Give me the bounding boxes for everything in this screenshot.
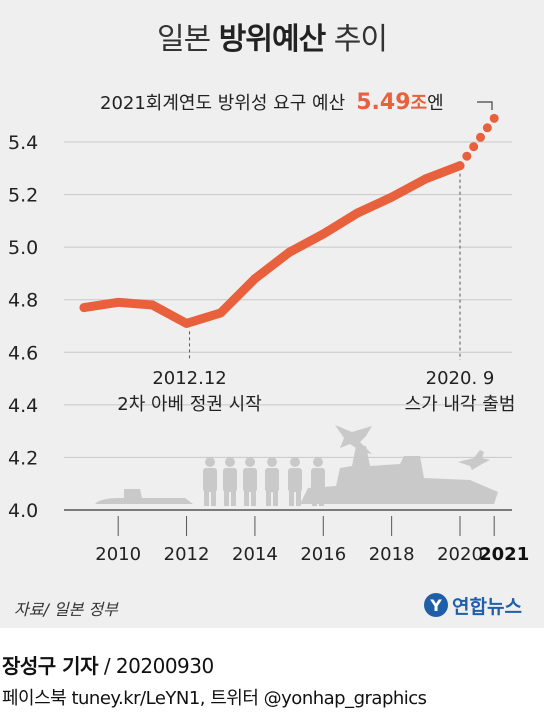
yonhap-logo: Y 연합뉴스	[424, 590, 522, 620]
title-part-2: 추이	[333, 22, 388, 57]
title-part-1: 일본	[157, 22, 211, 57]
line-chart: 4.04.24.44.64.85.05.25.4 2010 2012 2014 201…	[8, 90, 529, 565]
data-point	[455, 161, 465, 171]
projection-dot	[469, 142, 479, 152]
yonhap-logo-icon: Y	[424, 593, 448, 617]
x-tick-label: 2012	[164, 544, 210, 565]
annotation-2020-date: 2020. 9	[426, 368, 495, 389]
data-point	[352, 208, 362, 218]
x-tick-label: 2018	[369, 544, 415, 565]
annotation-2012-text: 2차 아베 정권 시작	[117, 394, 262, 415]
y-axis: 4.0 4.2 4.4 4.6 4.8 5.0 5.2 5.4	[8, 132, 512, 522]
byline-date: / 20200930	[97, 654, 214, 678]
x-tick-label: 2014	[232, 544, 278, 565]
yonhap-logo-name: 연합뉴스	[452, 595, 522, 618]
byline-name: 장성구 기자	[2, 654, 98, 678]
submarine-silhouette	[95, 489, 193, 504]
y-tick-label: 5.2	[8, 185, 38, 207]
title-bold: 방위예산	[218, 22, 326, 57]
warship-silhouette	[300, 446, 498, 504]
projection-dot	[462, 151, 472, 161]
chart-title: 일본 방위예산 추이	[0, 14, 544, 58]
data-point	[250, 274, 260, 284]
source-note: 자료/ 일본 정부	[14, 600, 118, 619]
data-point	[147, 300, 157, 310]
annotation-2020-text: 스가 내각 출범	[405, 394, 516, 415]
annotation-top-unit-hl: 조	[411, 93, 428, 114]
chart-panel	[0, 0, 544, 628]
y-tick-label: 5.4	[8, 132, 38, 154]
social-links: 페이스북 tuney.kr/LeYN1, 트위터 @yonhap_graphic…	[2, 688, 427, 709]
fighter-jet-small-silhouette	[458, 450, 490, 470]
x-tick-label-2021: 2021	[479, 544, 529, 565]
series-line	[79, 161, 465, 328]
y-tick-label: 4.8	[8, 290, 38, 312]
military-silhouettes	[95, 425, 498, 506]
annotation-top: 2021회계연도 방위성 요구 예산 5.49조엔	[100, 90, 444, 115]
y-tick-label: 4.6	[8, 342, 38, 364]
data-points	[79, 161, 465, 328]
x-tick-label: 2016	[300, 544, 346, 565]
y-tick-label: 5.0	[8, 237, 38, 259]
data-point	[79, 303, 89, 313]
data-point	[387, 192, 397, 202]
data-point	[113, 297, 123, 307]
byline: 장성구 기자 / 20200930	[2, 650, 214, 679]
data-point	[318, 229, 328, 239]
annotation-2012-date: 2012.12	[152, 368, 226, 389]
x-tick-label: 2020	[437, 544, 483, 565]
soldiers-silhouette	[203, 457, 325, 506]
projection-dot	[476, 132, 486, 142]
x-tick-label: 2010	[95, 544, 141, 565]
annotation-top-unit: 엔	[427, 93, 444, 114]
y-tick-label: 4.0	[8, 500, 38, 522]
projection-dot	[489, 113, 499, 123]
annotation-top-prefix: 2021회계연도 방위성 요구 예산	[100, 93, 345, 114]
data-point	[182, 318, 192, 328]
projection-dot	[482, 123, 492, 133]
data-point	[216, 308, 226, 318]
fighter-jet-silhouette	[335, 425, 372, 454]
data-point	[284, 247, 294, 257]
data-point	[421, 174, 431, 184]
y-tick-label: 4.2	[8, 447, 38, 469]
annotation-guides	[189, 173, 461, 360]
projection-dots	[462, 113, 499, 161]
annotation-top-leader	[477, 101, 493, 110]
annotation-top-value: 5.49	[356, 90, 410, 115]
y-tick-label: 4.4	[8, 395, 38, 417]
